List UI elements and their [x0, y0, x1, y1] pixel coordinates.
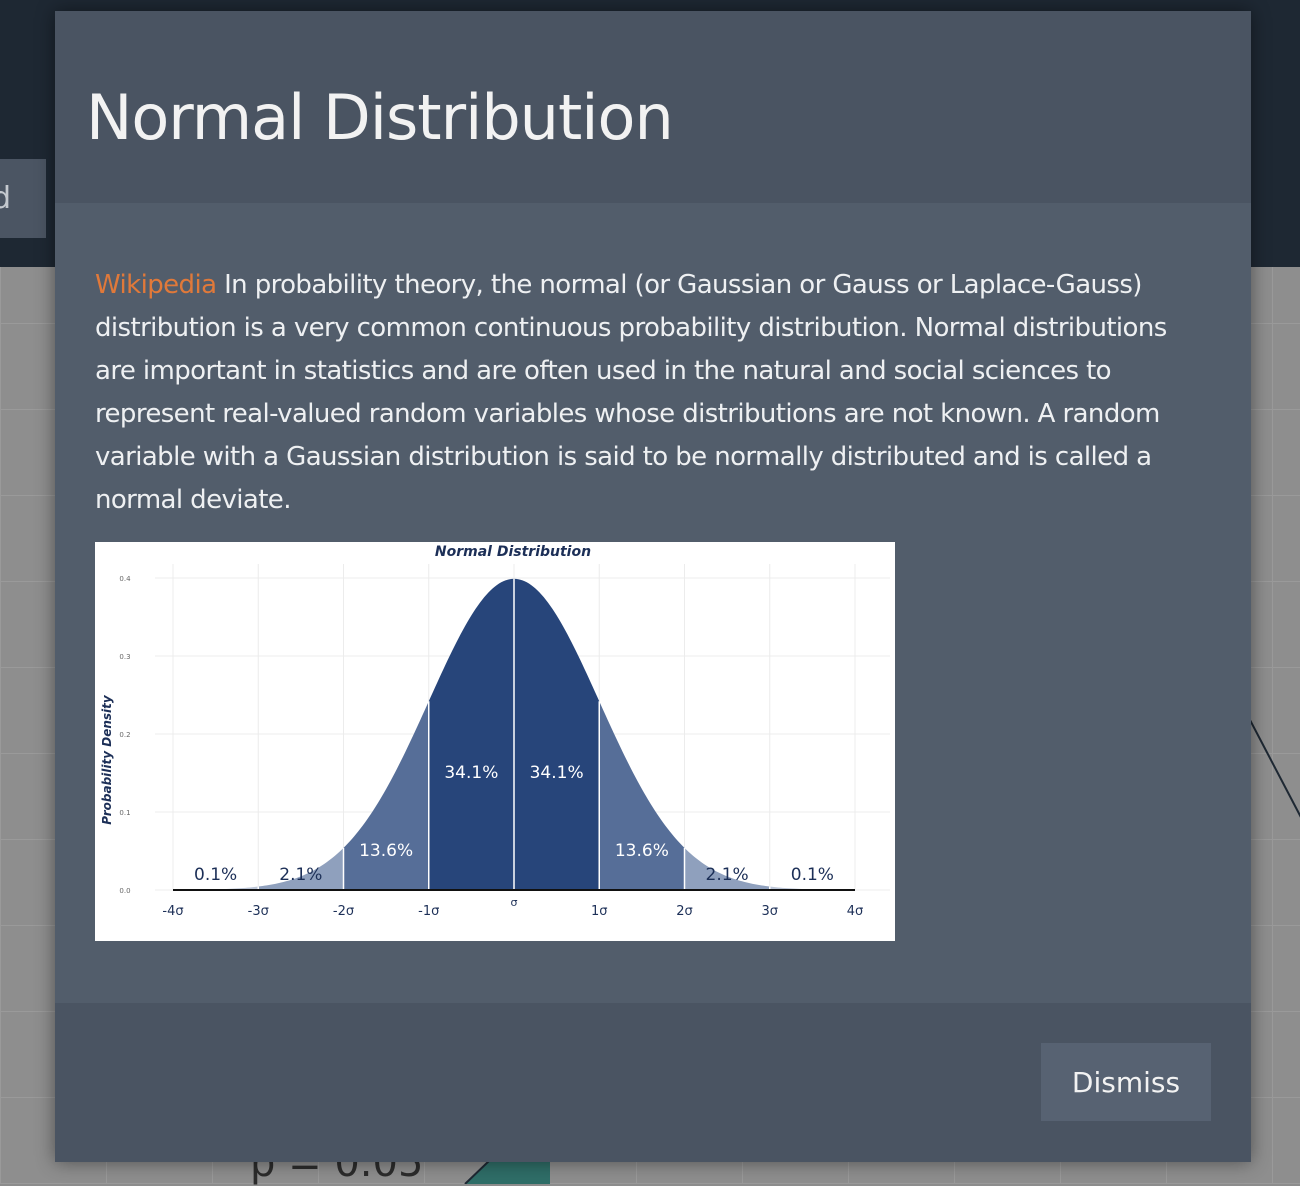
modal-description: Wikipedia In probability theory, the nor… [95, 264, 1205, 522]
chart-x-ticks: -4σ -3σ -2σ -1σ σ 1σ 2σ 3σ 4σ [162, 896, 863, 919]
x-tick-label: σ [511, 896, 518, 909]
x-tick-label: 1σ [591, 904, 608, 919]
band-area [428, 578, 514, 890]
wikipedia-link[interactable]: Wikipedia [95, 270, 217, 300]
modal-title: Normal Distribution [86, 81, 674, 154]
background-chart-line [1250, 720, 1300, 818]
chart-y-ticks: 0.0 0.1 0.2 0.3 0.4 [119, 575, 131, 895]
x-tick-label: 3σ [761, 904, 778, 919]
dismiss-button[interactable]: Dismiss [1041, 1043, 1211, 1121]
normal-distribution-chart: 0.1% 2.1% 13.6% 34.1% 34.1% 13.6% 2.1% 0.1% -4σ… [100, 544, 890, 919]
band-label: 34.1% [444, 763, 498, 783]
y-tick-label: 0.1 [119, 809, 130, 817]
band-label: 13.6% [615, 841, 669, 861]
band-area [514, 578, 600, 890]
band-area [258, 847, 344, 890]
normal-distribution-figure: 0.1% 2.1% 13.6% 34.1% 34.1% 13.6% 2.1% 0.1% -4σ… [95, 542, 895, 941]
y-tick-label: 0.2 [119, 731, 130, 739]
modal-header: Normal Distribution [55, 11, 1251, 203]
band-area [599, 701, 685, 890]
band-label: 0.1% [791, 865, 834, 885]
y-tick-label: 0.3 [119, 653, 130, 661]
x-tick-label: -3σ [248, 904, 269, 919]
x-tick-label: 2σ [676, 904, 693, 919]
band-label: 13.6% [359, 841, 413, 861]
description-text: In probability theory, the normal (or Ga… [95, 270, 1167, 515]
band-label: 0.1% [194, 865, 237, 885]
x-tick-label: 4σ [847, 904, 864, 919]
x-tick-label: -1σ [418, 904, 439, 919]
y-axis-label: Probability Density [100, 694, 114, 825]
band-label: 2.1% [706, 865, 749, 885]
y-tick-label: 0.4 [119, 575, 131, 583]
band-area [343, 701, 429, 890]
background-chart-shape [464, 1160, 550, 1184]
chart-title: Normal Distribution [435, 544, 591, 560]
band-label: 34.1% [530, 763, 584, 783]
modal-footer: Dismiss [55, 1003, 1251, 1162]
band-label: 2.1% [279, 865, 322, 885]
background-tab: d [0, 159, 46, 238]
chart-band-dividers [257, 578, 771, 890]
band-area [684, 847, 770, 890]
chart-bands [173, 578, 855, 890]
y-tick-label: 0.0 [119, 887, 130, 895]
normal-distribution-modal: Normal Distribution Wikipedia In probabi… [55, 11, 1251, 1162]
chart-band-labels: 0.1% 2.1% 13.6% 34.1% 34.1% 13.6% 2.1% 0.1% [194, 763, 834, 885]
x-tick-label: -2σ [333, 904, 354, 919]
x-tick-label: -4σ [162, 904, 183, 919]
